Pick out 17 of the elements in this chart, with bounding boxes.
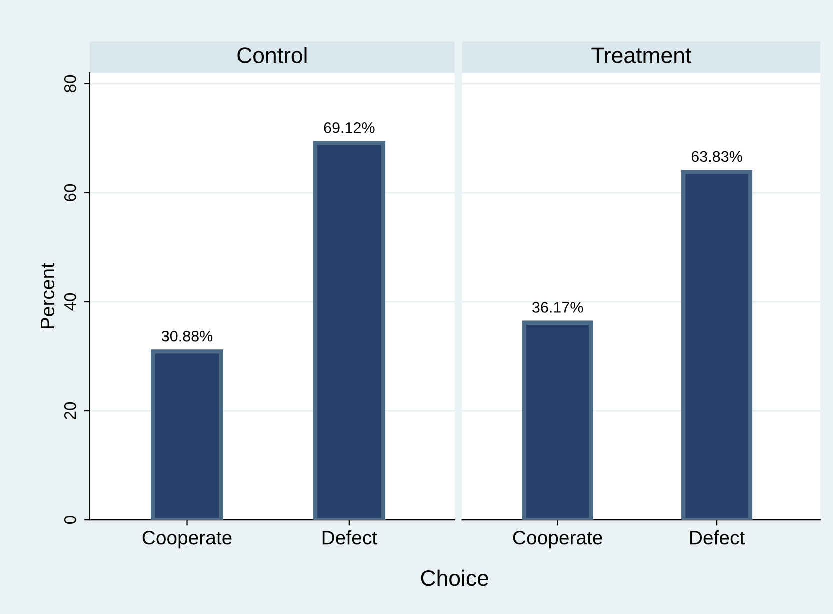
y-tick-label: 0 <box>64 516 76 524</box>
data-label: 69.12% <box>324 122 375 134</box>
chart-title: Control <box>238 47 307 64</box>
y-tick-label: 80 <box>64 75 76 93</box>
data-label: 63.83% <box>692 151 742 162</box>
x-tick-label: Defect <box>690 530 745 545</box>
x-tick-label: Defect <box>322 530 378 545</box>
y-tick-label: 40 <box>64 293 76 311</box>
x-tick-label: Cooperate <box>513 530 602 549</box>
x-tick-label: Cooperate <box>142 530 232 549</box>
y-tick-label: 20 <box>64 402 76 420</box>
chart-title: Treatment <box>592 48 692 64</box>
data-label: 30.88% <box>162 330 213 342</box>
y-axis-title: Percent <box>41 263 55 328</box>
data-label: 36.17% <box>532 302 584 313</box>
x-axis-title: Choice <box>421 570 488 586</box>
y-tick-label: 60 <box>64 184 76 202</box>
